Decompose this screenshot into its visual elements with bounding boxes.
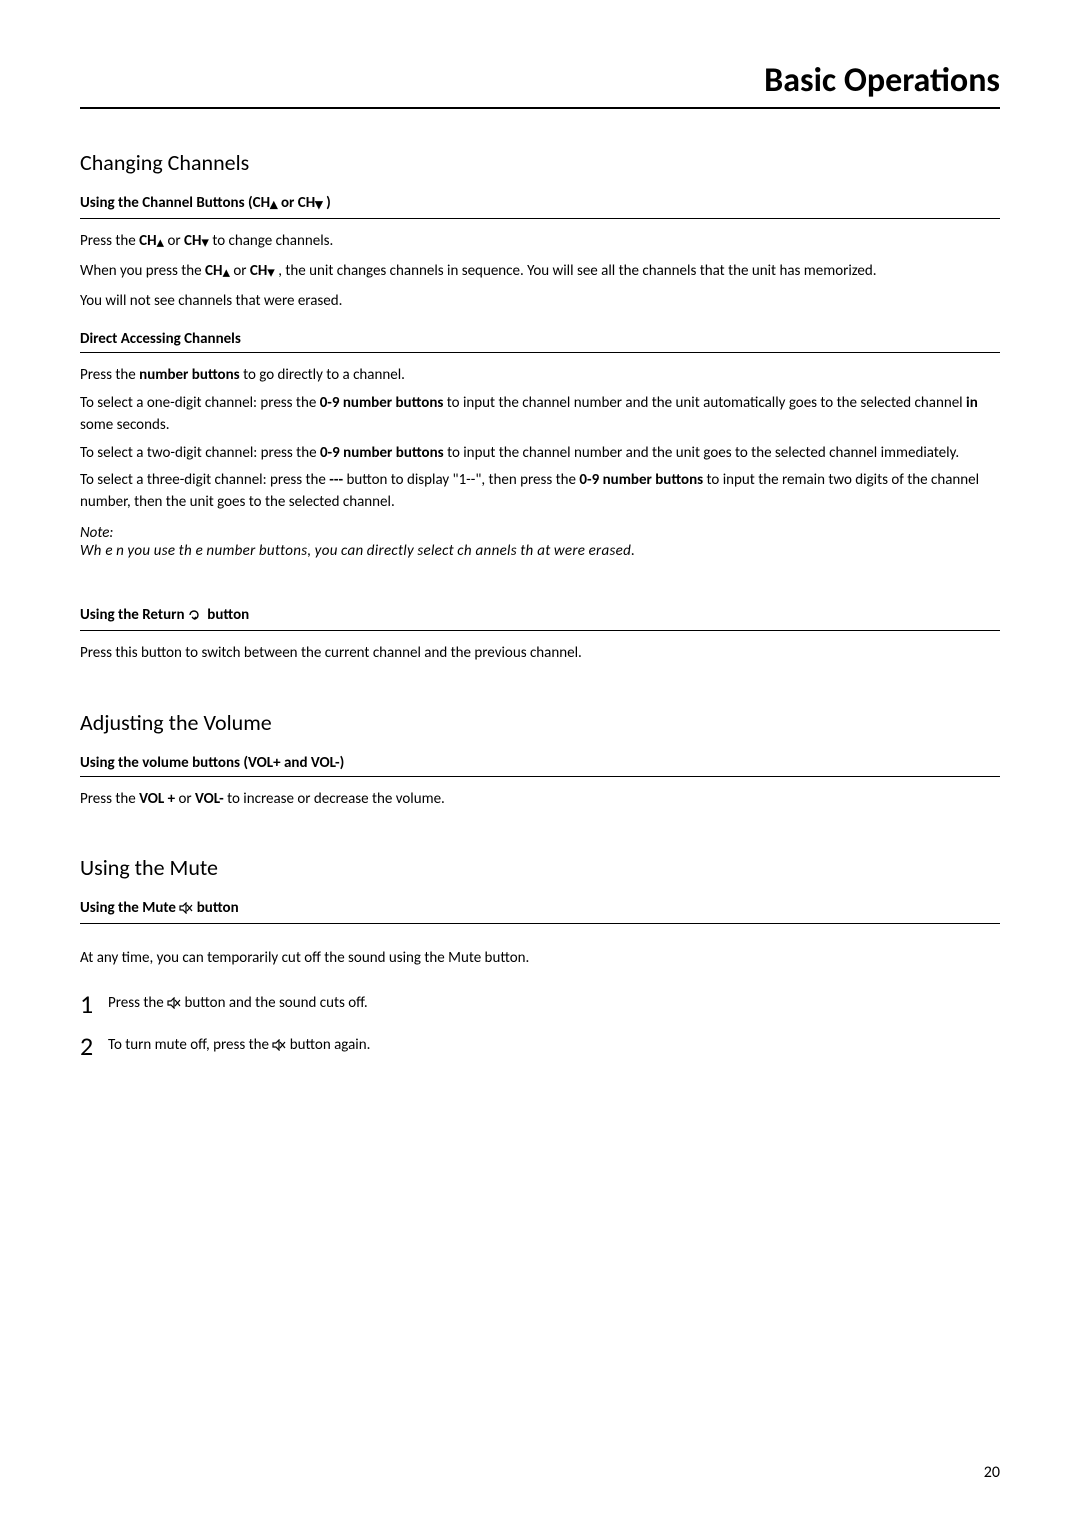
sub-volume-buttons: Using the volume buttons (VOL+ and VOL-) (80, 754, 1000, 777)
text: Press the (80, 366, 139, 384)
step-text: Press the button and the sound cuts off. (108, 994, 368, 1014)
text: or (164, 232, 184, 250)
bold-text: CH (184, 232, 201, 250)
body-paragraph: To select a two-digit channel: press the… (80, 443, 1000, 465)
text: Press the (80, 790, 139, 808)
body-paragraph: To select a one-digit channel: press the… (80, 393, 1000, 437)
sub-mute-button: Using the Mute button (80, 899, 1000, 924)
bold-text: in (966, 394, 978, 412)
text: to input the channel number and the unit… (444, 444, 960, 462)
spacer (80, 816, 1000, 844)
text: To select a three-digit channel: press t… (80, 471, 329, 489)
text: some seconds. (80, 416, 170, 434)
section-volume: Adjusting the Volume (80, 709, 1000, 736)
text: To select a two-digit channel: press the (80, 444, 320, 462)
text: button to display "1--", then press the (343, 471, 579, 489)
text: When you press the (80, 262, 205, 280)
text: Press the (80, 232, 139, 250)
step-row: 2 To turn mute off, press the button aga… (80, 1030, 1000, 1062)
sub-label: button (193, 899, 238, 917)
text: button and the sound cuts off. (181, 994, 368, 1012)
text: to change channels. (209, 232, 333, 250)
note-label: Note: (80, 524, 1000, 542)
sub-label: button (204, 606, 249, 624)
down-icon: ▾ (315, 195, 323, 214)
spacer (80, 560, 1000, 588)
up-icon: ▴ (222, 263, 230, 285)
body-paragraph: At any time, you can temporarily cut off… (80, 948, 1000, 970)
down-icon: ▾ (201, 233, 209, 255)
spacer (80, 976, 1000, 988)
text: to input the channel number and the unit… (443, 394, 966, 412)
text: , the unit changes channels in sequence.… (275, 262, 877, 280)
mute-icon (179, 901, 193, 919)
up-icon: ▴ (270, 195, 278, 214)
bold-text: number buttons (139, 366, 240, 384)
step-row: 1 Press the button and the sound cuts of… (80, 988, 1000, 1020)
mute-icon (272, 1038, 286, 1056)
sub-label: Using the Channel Buttons (CH (80, 194, 270, 212)
step-text: To turn mute off, press the button again… (108, 1036, 370, 1056)
sub-label: or CH (278, 194, 316, 212)
down-icon: ▾ (267, 263, 275, 285)
page-title: Basic Operations (764, 60, 1000, 101)
sub-label: ) (323, 194, 331, 212)
bold-text: CH (139, 232, 156, 250)
bold-text: CH (250, 262, 267, 280)
bold-text: 0-9 number buttons (579, 471, 703, 489)
sub-direct-access: Direct Accessing Channels (80, 330, 1000, 353)
step-number: 1 (80, 988, 108, 1020)
body-paragraph: Press this button to switch between the … (80, 643, 1000, 665)
section-mute: Using the Mute (80, 854, 1000, 881)
return-icon (188, 608, 204, 626)
sub-label: Using the Mute (80, 899, 179, 917)
text: or (230, 262, 250, 280)
sub-label: Using the Return (80, 606, 188, 624)
spacer (80, 936, 1000, 948)
sub-channel-buttons: Using the Channel Buttons (CH▴ or CH▾ ) (80, 194, 1000, 219)
bold-text: 0-9 number buttons (320, 394, 444, 412)
text: button again. (286, 1036, 370, 1054)
body-paragraph: Press the number buttons to go directly … (80, 365, 1000, 387)
text: or (175, 790, 195, 808)
page-number: 20 (984, 1463, 1000, 1482)
page-header: Basic Operations (80, 60, 1000, 109)
text: to increase or decrease the volume. (224, 790, 445, 808)
mute-icon (167, 996, 181, 1014)
bold-text: 0-9 number buttons (320, 444, 444, 462)
body-paragraph: Press the VOL + or VOL- to increase or d… (80, 789, 1000, 811)
note-text: Wh e n you use th e number buttons, you … (80, 542, 1000, 560)
bold-text: VOL- (195, 790, 224, 808)
up-icon: ▴ (157, 233, 165, 255)
body-paragraph: You will not see channels that were eras… (80, 291, 1000, 313)
body-paragraph: Press the CH▴ or CH▾ to change channels. (80, 231, 1000, 255)
text: To select a one-digit channel: press the (80, 394, 320, 412)
section-changing-channels: Changing Channels (80, 149, 1000, 176)
bold-text: VOL + (139, 790, 175, 808)
body-paragraph: When you press the CH▴ or CH▾ , the unit… (80, 261, 1000, 285)
spacer (80, 671, 1000, 699)
sub-return: Using the Return button (80, 606, 1000, 631)
text: to go directly to a channel. (240, 366, 405, 384)
step-number: 2 (80, 1030, 108, 1062)
text: To turn mute off, press the (108, 1036, 272, 1054)
text: Press the (108, 994, 167, 1012)
bold-text: --- (329, 471, 343, 489)
bold-text: CH (205, 262, 222, 280)
body-paragraph: To select a three-digit channel: press t… (80, 470, 1000, 514)
